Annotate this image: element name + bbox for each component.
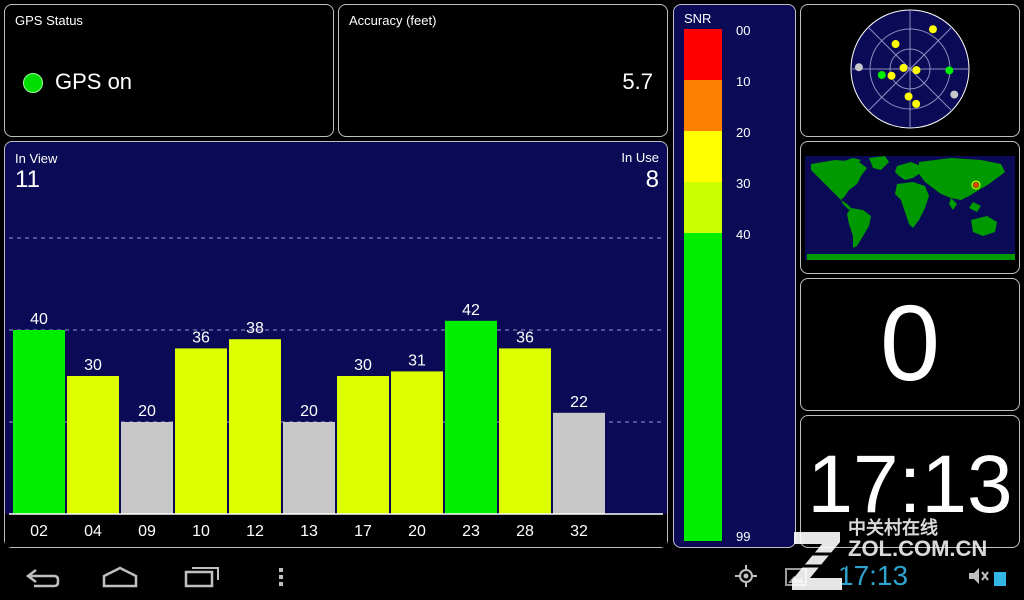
snr-color-scale: 00 10 20 30 40 99 xyxy=(684,23,750,544)
satellite-prn-label: 09 xyxy=(138,523,156,540)
snr-segment xyxy=(684,131,722,182)
satellite-dot xyxy=(950,90,959,99)
satellite-prn-label: 23 xyxy=(462,523,480,540)
world-map-panel xyxy=(800,141,1020,274)
snr-tick-label: 00 xyxy=(736,23,751,38)
snr-segment xyxy=(684,29,722,80)
count-panel: 0 xyxy=(800,278,1020,411)
satellite-dot xyxy=(912,66,921,75)
gps-icon xyxy=(735,565,757,587)
snr-segment xyxy=(684,182,722,233)
signal-bar xyxy=(445,320,497,514)
system-navigation-bar: 17:13 中关村在线 ZOL.COM.CN xyxy=(0,518,1024,600)
satellite-dot xyxy=(891,40,900,49)
satellite-dot xyxy=(945,66,954,75)
watermark: 中关村在线 ZOL.COM.CN xyxy=(788,514,987,594)
zol-logo-icon xyxy=(788,532,846,590)
signal-bar xyxy=(283,422,335,514)
bar-value-label: 20 xyxy=(138,403,156,420)
mute-icon xyxy=(969,568,989,584)
satellite-prn-label: 04 xyxy=(84,523,102,540)
snr-segment xyxy=(684,233,722,541)
satellite-prn-label: 32 xyxy=(570,523,588,540)
gps-status-text: GPS on xyxy=(55,69,133,94)
world-map xyxy=(805,156,1015,260)
gps-status-panel: GPS Status GPS on xyxy=(4,4,334,137)
snr-title: SNR xyxy=(684,11,712,26)
bar-value-label: 40 xyxy=(30,311,48,328)
satellite-dot xyxy=(877,70,886,79)
satellite-dot xyxy=(912,99,921,108)
time-panel: 17:13 xyxy=(800,415,1020,548)
signal-bar xyxy=(553,412,605,514)
signal-bar-chart: 40 30 20 36 38 20 30 31 42 36 22 02 04 09 10 12 13 17 20 23… xyxy=(5,237,667,547)
status-bar-clock: 17:13 xyxy=(838,560,909,591)
signal-bar xyxy=(121,422,173,514)
status-indicator-icon xyxy=(23,73,43,93)
satellite-prn-label: 12 xyxy=(246,523,264,540)
accuracy-panel: Accuracy (feet) 5.7 xyxy=(338,4,668,137)
satellite-prn-label: 10 xyxy=(192,523,210,540)
snr-tick-label: 40 xyxy=(736,227,751,242)
bar-value-label: 22 xyxy=(570,394,588,411)
in-use-label: In Use xyxy=(621,150,659,165)
back-icon[interactable] xyxy=(22,562,60,590)
in-view-count: 11 xyxy=(15,166,40,193)
bar-value-label: 31 xyxy=(408,352,426,369)
satellite-dot xyxy=(904,92,913,101)
satellite-prn-label: 02 xyxy=(30,523,48,540)
bar-value-label: 30 xyxy=(84,357,102,374)
bar-value-label: 36 xyxy=(192,329,210,346)
signal-bar xyxy=(229,339,281,514)
home-icon[interactable] xyxy=(100,562,140,590)
menu-icon[interactable] xyxy=(276,562,286,590)
bar-value-label: 42 xyxy=(462,302,480,319)
battery-icon xyxy=(994,572,1006,586)
bar-value-label: 30 xyxy=(354,357,372,374)
satellite-prn-label: 17 xyxy=(354,523,372,540)
satellite-dot xyxy=(887,71,896,80)
gps-status-title: GPS Status xyxy=(15,13,83,28)
satellite-dot xyxy=(928,25,937,34)
satellite-dot xyxy=(899,63,908,72)
snr-tick-label: 10 xyxy=(736,74,751,89)
signal-bar xyxy=(13,330,65,514)
in-view-label: In View xyxy=(15,151,58,166)
satellite-prn-label: 20 xyxy=(408,523,426,540)
snr-tick-label: 30 xyxy=(736,176,751,191)
accuracy-title: Accuracy (feet) xyxy=(349,13,437,28)
signal-bar xyxy=(337,376,389,514)
sky-view-panel xyxy=(800,4,1020,137)
in-use-count: 8 xyxy=(645,166,659,193)
signal-bar xyxy=(175,348,227,514)
satellite-signal-panel: 40 30 20 36 38 20 30 31 42 36 22 02 04 09 10 12 13 17 20 23… xyxy=(4,141,668,548)
time-value: 17:13 xyxy=(807,439,1013,530)
satellite-prn-label: 13 xyxy=(300,523,318,540)
location-marker-icon xyxy=(973,182,979,188)
sky-view-radar xyxy=(850,9,970,129)
signal-bar xyxy=(499,348,551,514)
snr-tick-label: 20 xyxy=(736,125,751,140)
watermark-domain: ZOL.COM.CN xyxy=(848,536,988,561)
snr-tick-label: 99 xyxy=(736,529,751,544)
snr-legend-panel: SNR 00 10 20 30 40 99 xyxy=(673,4,796,548)
watermark-brand: 中关村在线 xyxy=(848,518,938,538)
satellite-prn-label: 28 xyxy=(516,523,534,540)
recent-apps-icon[interactable] xyxy=(182,562,222,590)
satellite-dot xyxy=(854,63,863,72)
signal-bar xyxy=(67,376,119,514)
count-value: 0 xyxy=(879,282,941,403)
bar-value-label: 36 xyxy=(516,329,534,346)
accuracy-value: 5.7 xyxy=(622,69,653,94)
snr-segment xyxy=(684,80,722,131)
signal-bar xyxy=(391,371,443,514)
bar-value-label: 38 xyxy=(246,320,264,337)
x-axis-band xyxy=(5,514,667,547)
bar-value-label: 20 xyxy=(300,403,318,420)
